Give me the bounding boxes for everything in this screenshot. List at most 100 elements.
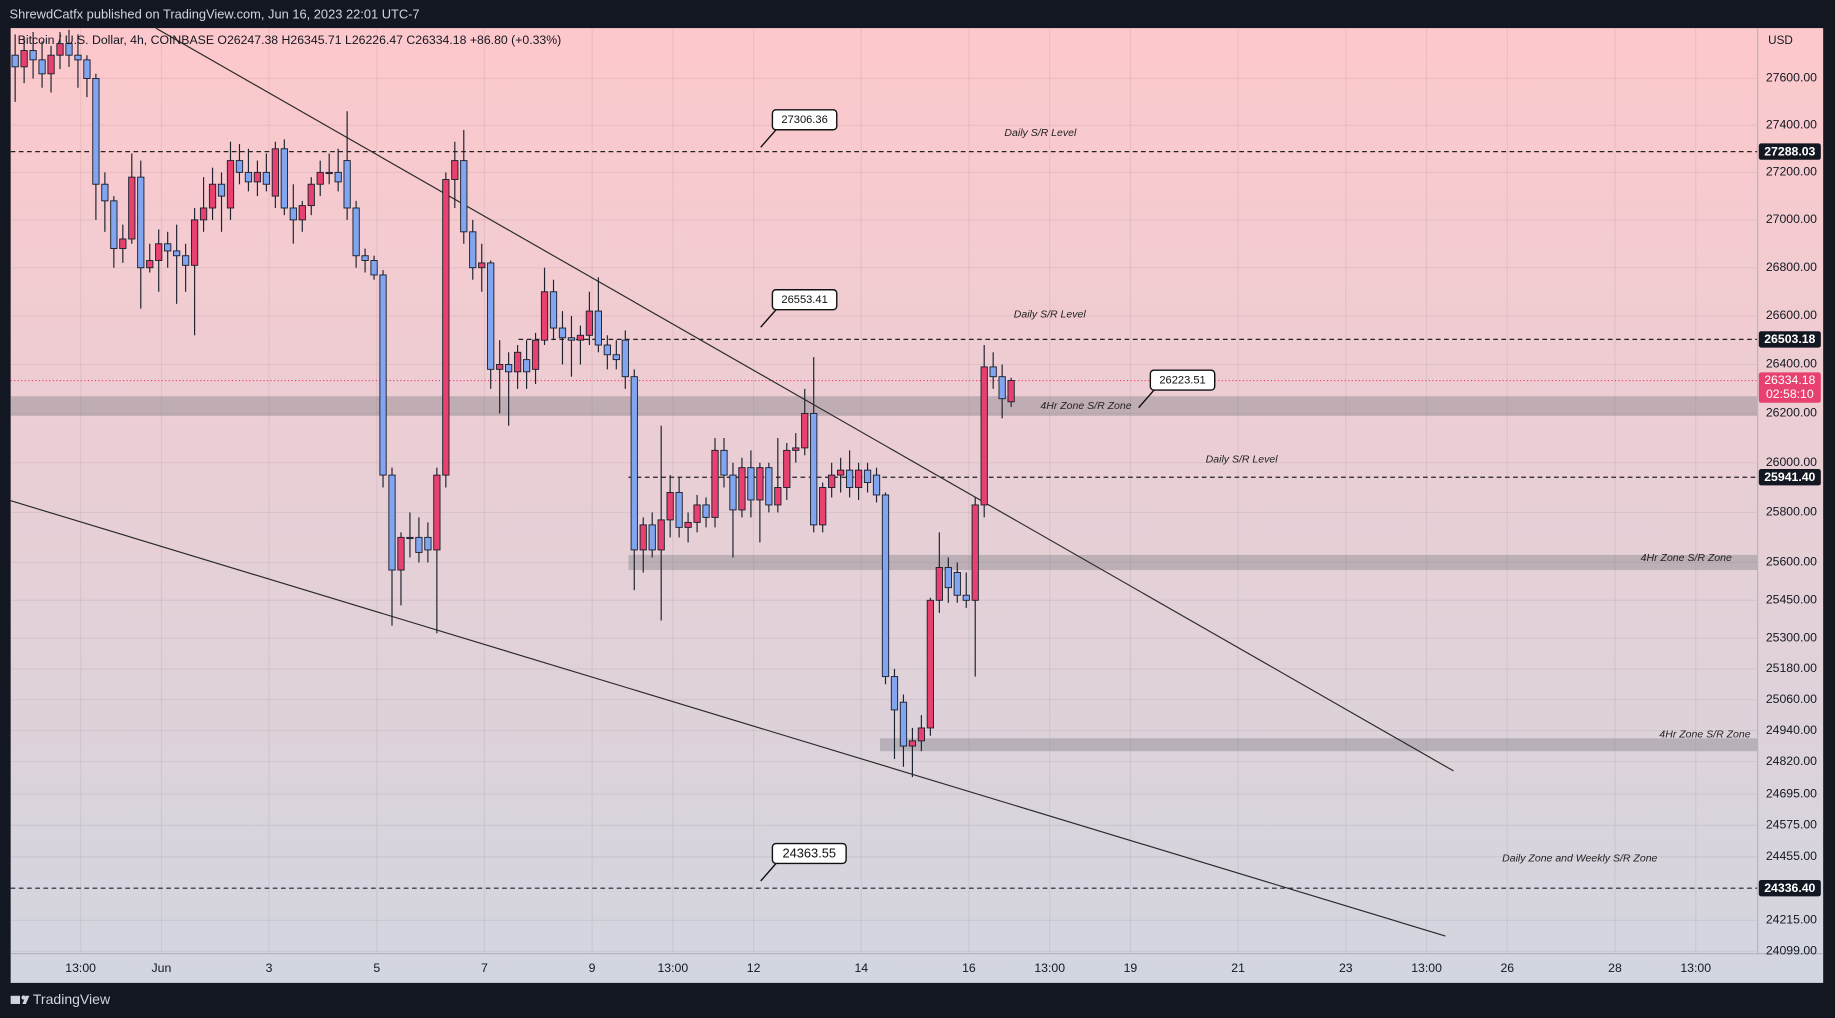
candle-body [729,474,737,511]
candle-body [253,171,262,183]
candle-body [989,366,997,378]
candle-body [379,274,387,476]
y-tick-label: 27400.00 [1766,118,1817,132]
x-tick-label: 14 [854,961,868,975]
candle-body [235,160,244,173]
x-tick-label: 28 [1608,961,1622,975]
candle-body [316,171,324,185]
candle-body [397,536,405,571]
candle-body [854,469,863,488]
legend-symbol: Bitcoin / U.S. Dollar, 4h, COINBASE [18,33,214,47]
candle-body [801,412,809,449]
annotation: Daily S/R Level [1004,127,1077,139]
candle-body [792,447,800,451]
candle-body [630,376,638,551]
x-tick-label: 12 [747,961,761,975]
trend-line [10,500,1446,937]
candle-body [56,43,64,56]
legend-change: +86.80 (+0.33%) [470,33,561,47]
candle-body [711,449,719,518]
level-tag-label: 27288.03 [1764,144,1815,158]
candle-body [774,487,782,506]
candle-body [998,376,1006,400]
candle-body [182,255,190,266]
candle-body [549,291,558,329]
y-tick-label: 24820.00 [1766,754,1817,768]
legend-ohlc: O26247.38 [217,33,278,47]
candle-body [20,50,28,68]
candle-body [496,364,504,370]
candle-body [307,183,315,207]
candle-body [926,599,934,729]
x-tick-label: 26 [1500,961,1514,975]
candle-body [128,176,136,240]
candle-body [110,200,118,250]
candle-body [325,171,333,175]
plot [10,28,1758,954]
level-tag [1758,469,1821,486]
candle-body [442,179,450,476]
candle-body [684,521,692,528]
countdown: 02:58:10 [1766,387,1814,401]
logo [10,995,30,1004]
candle-body [980,366,988,506]
x-tick-label: 9 [589,961,596,975]
candle-body [83,59,91,79]
y-tick-label: 25300.00 [1766,631,1817,645]
candle-body [666,492,674,521]
last-price-label: 26334.18 [1764,373,1815,387]
candle-body [890,676,899,711]
x-tick-label: 7 [481,961,488,975]
candle-body [971,504,979,601]
candle-body [639,524,647,551]
footer-brand: TradingView [33,991,111,1007]
level-tag [1758,331,1821,348]
candle-body [675,492,683,528]
candle-body [1007,380,1015,403]
annotation: Daily Zone and Weekly S/R Zone [1502,853,1657,865]
callout-label: 24363.55 [782,845,836,860]
candle-body [47,54,55,75]
candle-body [720,449,728,476]
candle-body [460,160,468,233]
candle-body [648,524,656,551]
candle-body [594,310,602,346]
candle-body [657,519,665,551]
candle-body [863,469,872,484]
y-tick-label: 26400.00 [1766,357,1817,371]
y-tick-label: 24575.00 [1766,818,1817,832]
y-tick-label: 26200.00 [1766,406,1817,420]
y-tick-label: 26000.00 [1766,455,1817,469]
sr-zone [10,396,1758,416]
callout-label: 26223.51 [1159,374,1205,386]
candle-body [289,207,297,221]
candle-body [567,337,576,341]
candle-body [522,359,531,373]
annotation: Daily S/R Level [1206,454,1279,466]
candle-body [38,59,46,75]
candle-body [262,171,271,185]
callout-pointer [760,308,778,328]
callout-pointer [1138,388,1156,409]
candle-body [576,334,585,341]
candle-body [478,262,486,269]
y-tick-label: 25800.00 [1766,505,1817,519]
level-tag [1758,143,1821,160]
sr-zone [628,554,1758,571]
candle-body [208,183,217,209]
y-tick-label: 25180.00 [1766,661,1817,675]
candle-body [756,467,764,501]
candle-body [164,243,172,252]
candle-body [361,255,369,261]
legend-ohlc: L26226.47 [345,33,403,47]
candle-body [101,183,109,202]
candle-body [765,467,773,506]
candle-body [487,262,495,370]
candle-body [271,148,279,197]
candle-body [917,727,926,742]
candle-body [370,260,378,276]
header: ShrewdCatfx published on TradingView.com… [9,7,419,22]
legend-ohlc: H26345.71 [282,33,342,47]
annotation: 4Hr Zone S/R Zone [1040,400,1131,412]
